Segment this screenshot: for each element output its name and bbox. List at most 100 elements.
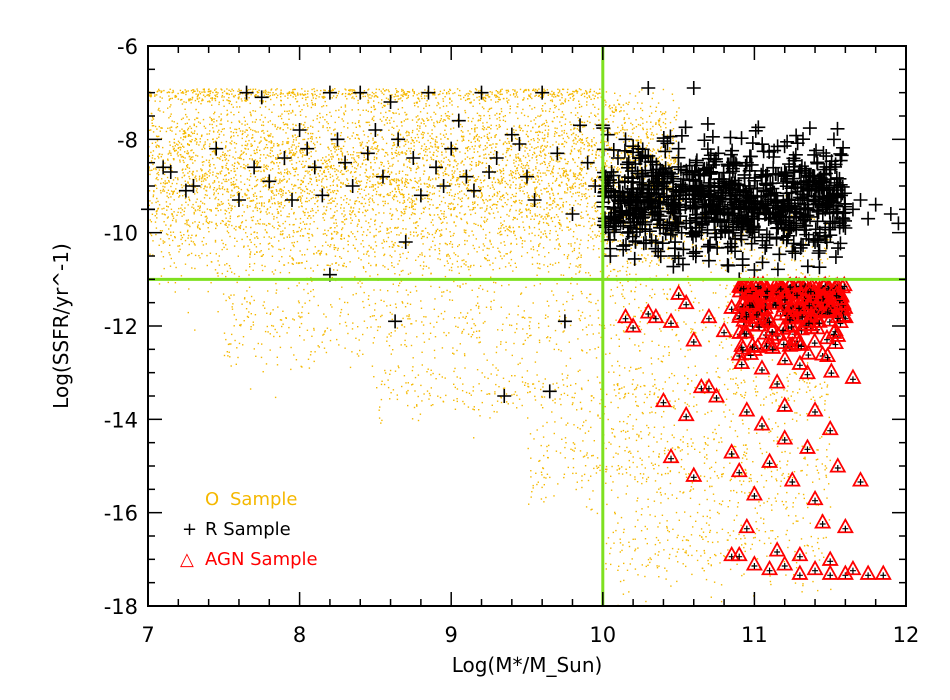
o-sample-point (542, 150, 544, 152)
o-sample-point (533, 106, 536, 109)
o-sample-point (532, 203, 534, 205)
o-sample-point (291, 163, 293, 165)
o-sample-point (555, 230, 557, 233)
o-sample-point (303, 177, 305, 179)
o-sample-point (299, 195, 301, 198)
o-sample-point (478, 163, 480, 165)
o-sample-point (169, 106, 171, 108)
o-sample-point (535, 94, 537, 96)
o-sample-point (449, 208, 452, 211)
o-sample-point (221, 165, 223, 168)
o-sample-point (538, 245, 540, 247)
o-sample-point (198, 177, 201, 179)
o-sample-point (150, 160, 153, 162)
o-sample-point (499, 169, 501, 171)
o-sample-point (537, 146, 539, 148)
o-sample-point (669, 165, 671, 167)
o-sample-point (397, 98, 400, 100)
o-sample-point (515, 154, 517, 156)
o-sample-point (275, 179, 278, 181)
o-sample-point (175, 126, 177, 129)
o-sample-point (246, 143, 249, 145)
o-sample-point (548, 170, 550, 172)
o-sample-point (420, 147, 423, 150)
o-sample-point (232, 195, 234, 197)
o-sample-point (488, 195, 490, 197)
o-sample-point (467, 197, 469, 200)
o-sample-point (248, 311, 250, 313)
o-sample-point (196, 88, 198, 90)
o-sample-point (237, 97, 239, 99)
o-sample-point (212, 91, 214, 94)
o-sample-point (516, 138, 518, 140)
o-sample-point (304, 144, 306, 146)
o-sample-point (295, 137, 297, 139)
o-sample-point (201, 211, 204, 213)
o-sample-point (441, 151, 443, 153)
o-sample-point (318, 96, 320, 98)
o-sample-point (293, 185, 295, 187)
o-sample-point (410, 214, 413, 216)
o-sample-point (472, 203, 474, 205)
o-sample-point (670, 218, 672, 220)
o-sample-point (230, 137, 232, 139)
o-sample-point (368, 121, 370, 123)
o-sample-point (172, 179, 175, 181)
o-sample-point (174, 150, 176, 152)
o-sample-point (476, 96, 478, 99)
o-sample-point (453, 160, 456, 162)
o-sample-point (514, 137, 517, 140)
o-sample-point (578, 100, 580, 102)
o-sample-point (217, 203, 219, 205)
o-sample-point (525, 172, 527, 175)
o-sample-point (330, 202, 333, 204)
o-sample-point (303, 166, 305, 168)
o-sample-point (418, 92, 420, 95)
o-sample-point (506, 150, 508, 152)
o-sample-point (515, 195, 517, 198)
o-sample-point (365, 164, 367, 166)
o-sample-point (544, 125, 547, 127)
o-sample-point (477, 164, 479, 166)
o-sample-point (569, 121, 571, 123)
o-sample-point (613, 184, 615, 186)
o-sample-point (537, 223, 540, 225)
o-sample-point (292, 152, 295, 154)
o-sample-point (247, 190, 250, 192)
o-sample-point (222, 242, 224, 245)
o-sample-point (217, 210, 219, 212)
o-sample-point (329, 185, 332, 187)
o-sample-point (407, 118, 409, 120)
o-sample-point (307, 172, 309, 174)
o-sample-point (501, 178, 503, 180)
o-sample-point (240, 188, 243, 191)
o-sample-point (195, 138, 198, 140)
o-sample-point (396, 200, 399, 202)
o-sample-point (338, 159, 340, 161)
o-sample-point (310, 132, 312, 135)
o-sample-point (415, 203, 417, 205)
o-sample-point (198, 179, 201, 181)
o-sample-point (558, 184, 560, 187)
o-sample-point (190, 127, 193, 130)
o-sample-point (422, 157, 424, 159)
o-sample-point (192, 222, 194, 224)
o-sample-point (331, 263, 333, 265)
o-sample-point (429, 151, 431, 153)
o-sample-point (396, 125, 398, 127)
o-sample-point (464, 243, 466, 246)
o-sample-point (432, 94, 434, 96)
o-sample-point (434, 244, 436, 247)
o-sample-point (332, 184, 334, 186)
o-sample-point (559, 206, 562, 209)
o-sample-point (465, 264, 467, 266)
o-sample-point (183, 136, 185, 138)
o-sample-point (616, 99, 619, 101)
o-sample-point (550, 217, 552, 220)
o-sample-point (400, 179, 403, 181)
o-sample-point (536, 155, 538, 157)
o-sample-point (416, 167, 418, 170)
o-sample-point (346, 159, 348, 161)
o-sample-point (650, 138, 652, 140)
o-sample-point (319, 143, 322, 145)
